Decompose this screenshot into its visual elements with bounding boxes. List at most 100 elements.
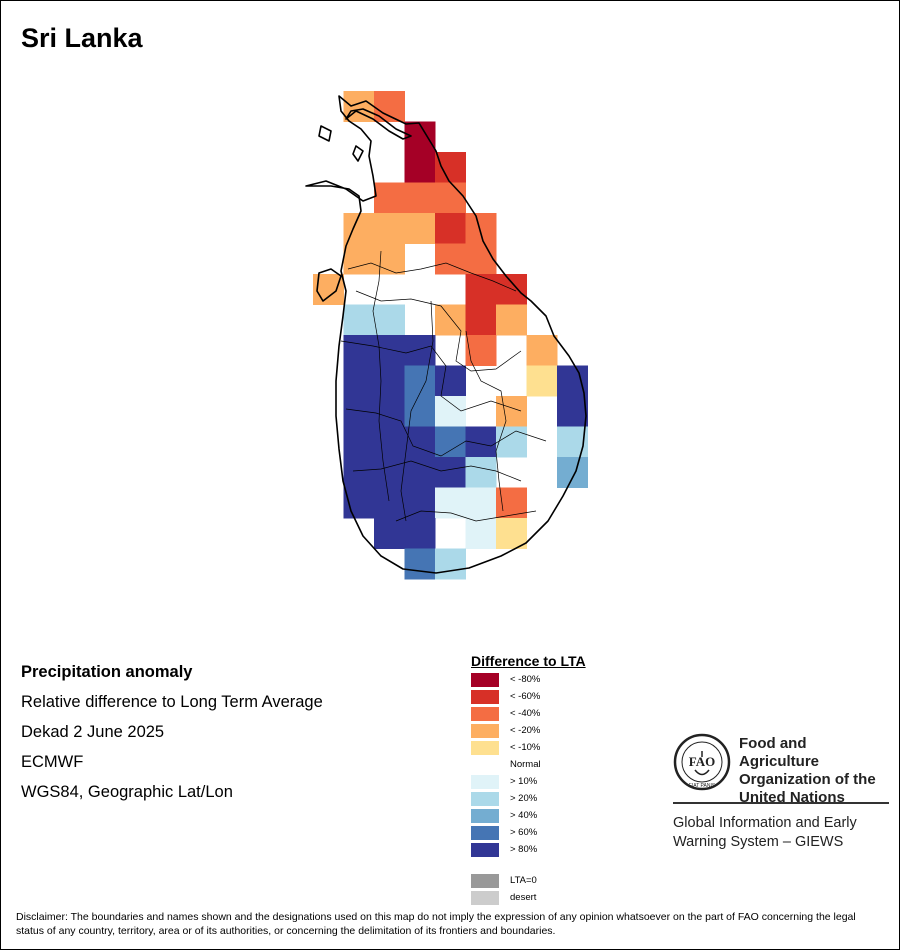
grid-cell <box>435 457 466 488</box>
grid-cell <box>557 457 588 488</box>
grid-cell <box>465 518 497 549</box>
legend-label: < -10% <box>510 742 541 753</box>
legend-swatch <box>471 724 499 738</box>
grid-cell <box>404 335 436 366</box>
district-boundary-line <box>465 330 507 512</box>
legend-label: < -20% <box>510 725 541 736</box>
northern-islet <box>352 145 364 162</box>
grid-cell <box>404 182 436 214</box>
fao-logo-letters: FAO <box>689 754 715 769</box>
legend-label: desert <box>510 892 537 903</box>
district-boundary-line <box>355 290 522 372</box>
grid-cell <box>404 487 436 519</box>
grid-cell <box>374 335 405 366</box>
fao-organization-name: Food and Agriculture Organization of the… <box>739 735 889 807</box>
grid-cell <box>496 518 527 549</box>
disclaimer: Disclaimer: The boundaries and names sho… <box>16 911 856 937</box>
grid-cell <box>343 365 375 397</box>
grid-cell <box>374 365 405 397</box>
legend-label: < -40% <box>510 708 541 719</box>
grid-cell <box>343 243 375 275</box>
grid-cell <box>496 304 527 336</box>
fao-org-line: Food and Agriculture <box>739 735 820 770</box>
district-boundary-line <box>345 408 547 457</box>
legend-label: < -60% <box>510 691 541 702</box>
fao-divider <box>673 802 889 804</box>
district-boundary-line <box>400 300 434 522</box>
grid-cell <box>496 396 527 427</box>
legend-label: > 80% <box>510 844 538 855</box>
legend-swatch <box>471 690 499 704</box>
grid-cell <box>435 304 466 336</box>
map-projection: WGS84, Geographic Lat/Lon <box>21 783 233 801</box>
map-period: Dekad 2 June 2025 <box>21 723 165 741</box>
legend-swatch <box>471 809 499 823</box>
grid-cell <box>435 365 466 397</box>
grid-cell <box>404 152 436 183</box>
grid-cell <box>526 335 558 366</box>
map-canvas <box>305 91 588 580</box>
grid-cell <box>343 457 375 488</box>
legend-label: LTA=0 <box>510 875 537 886</box>
jaffna-peninsula <box>345 108 412 140</box>
giews-name: Global Information and Early Warning Sys… <box>673 814 889 852</box>
fao-org-line: Organization of the <box>739 771 876 788</box>
grid-cell <box>343 304 375 336</box>
legend-swatch <box>471 792 499 806</box>
legend-label: > 40% <box>510 810 538 821</box>
map-subtitle: Relative difference to Long Term Average <box>21 693 323 711</box>
giews-line: Warning System – GIEWS <box>673 834 844 850</box>
legend-swatch <box>471 758 499 772</box>
district-boundary-line <box>347 262 517 292</box>
map-source: ECMWF <box>21 753 84 771</box>
grid-cell <box>404 548 436 580</box>
grid-cell <box>404 213 436 244</box>
grid-cell <box>465 213 497 244</box>
grid-cell <box>404 518 436 549</box>
fao-org-line: United Nations <box>739 789 845 806</box>
grid-cell <box>374 91 405 122</box>
grid-cell <box>435 396 466 427</box>
district-boundary-line <box>340 340 522 412</box>
legend-swatch <box>471 741 499 755</box>
legend-swatch <box>471 775 499 789</box>
grid-cell <box>465 304 497 336</box>
legend-label: > 10% <box>510 776 538 787</box>
grid-cell <box>496 274 527 305</box>
map-title: Sri Lanka <box>21 23 143 53</box>
sri-lanka-coastline <box>305 95 587 574</box>
legend-title: Difference to LTA <box>471 653 586 669</box>
anomaly-grid <box>313 91 588 580</box>
legend-label: > 60% <box>510 827 538 838</box>
grid-cell <box>435 426 466 458</box>
legend: Difference to LTA < -80% < -60% < -40% < -2… <box>471 653 631 905</box>
grid-cell <box>435 487 466 519</box>
grid-cell <box>465 487 497 519</box>
legend-swatch <box>471 707 499 721</box>
map-heading: Precipitation anomaly <box>21 663 193 681</box>
district-boundary-line <box>395 510 537 522</box>
grid-cell <box>374 182 405 214</box>
grid-cell <box>526 365 558 397</box>
giews-line: Global Information and Early <box>673 815 857 831</box>
grid-cell <box>557 396 588 427</box>
grid-cell <box>374 426 405 458</box>
district-boundary-line <box>352 460 522 482</box>
legend-swatch <box>471 826 499 840</box>
grid-cell <box>435 213 466 244</box>
grid-cell <box>374 304 405 336</box>
legend-label: < -80% <box>510 674 541 685</box>
grid-cell <box>404 396 436 427</box>
fao-logo-motto: FIAT PANIS <box>689 783 716 789</box>
grid-cell <box>374 457 405 488</box>
grid-cell <box>465 274 497 305</box>
grid-cell <box>404 426 436 458</box>
grid-cell <box>374 243 405 275</box>
legend-swatch <box>471 874 499 888</box>
mannar-island <box>316 268 342 302</box>
district-boundary-line <box>372 250 390 502</box>
grid-cell <box>374 213 405 244</box>
grid-cell <box>496 426 527 458</box>
grid-cell <box>435 243 466 275</box>
